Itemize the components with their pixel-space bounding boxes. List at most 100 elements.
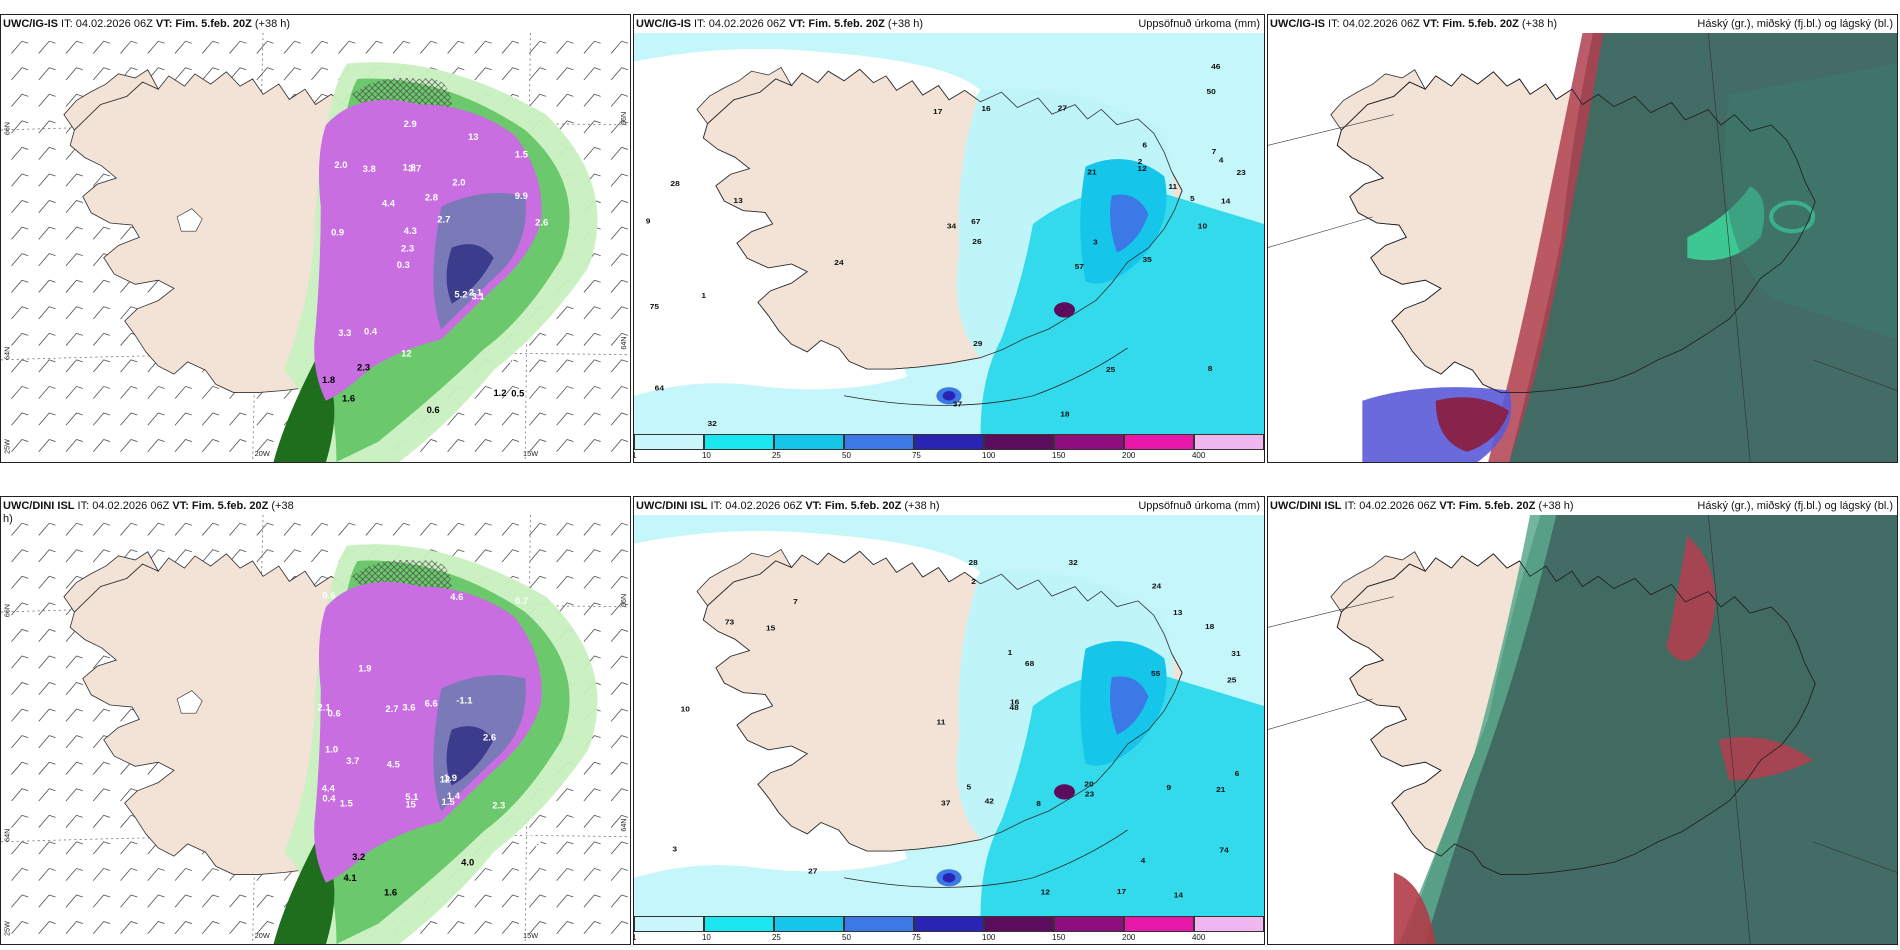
wind-barb [174, 67, 192, 81]
model-name: UWC/DINI ISL [3, 500, 75, 512]
wind-barb [92, 226, 111, 240]
wind-barb [147, 894, 165, 908]
precip-value-label: 46 [1211, 63, 1221, 72]
wind-barb [65, 279, 83, 293]
wind-barb [229, 412, 247, 426]
snow-value-label: 12 [440, 775, 450, 785]
wind-barb [120, 40, 138, 54]
wind-barb [283, 67, 301, 81]
wind-barb [92, 921, 111, 935]
wind-barb [38, 708, 56, 722]
snow-value-label: 0.4 [322, 794, 336, 804]
snow-labels: 0.5 0.9 1.5 0.3 2.0 1.6 1.9 2.8 3.3 4.4 1.8 2.3 3.7 2… [322, 119, 548, 415]
precip-value-label: 4 [1141, 856, 1146, 865]
wind-barb [92, 173, 111, 187]
wind-barb [11, 412, 29, 426]
wind-barb [120, 788, 138, 802]
model-name: UWC/IG-IS [3, 18, 58, 30]
panel-title: UWC/IG-IS IT: 04.02.2026 06Z VT: Fim. 5.… [1270, 18, 1557, 31]
wind-barb [38, 306, 56, 320]
precip-value-label: 55 [1151, 669, 1161, 678]
precip-value-label: 9 [1167, 783, 1172, 792]
wind-barb [310, 575, 329, 589]
snow-value-label: 2.3 [492, 801, 505, 811]
precip-peak-core [942, 391, 956, 401]
precip-value-label: 16 [981, 105, 991, 114]
precip-value-label: 17 [1117, 887, 1127, 896]
snow-value-label: 2.1 [469, 288, 482, 298]
wind-barb [65, 894, 83, 908]
precip-value-label: 50 [1207, 87, 1217, 96]
wind-barb [38, 522, 56, 536]
snow-value-label: 2.0 [452, 178, 465, 188]
snow-value-label: 0.7 [509, 355, 522, 365]
legend-tick-label: 150 [1052, 451, 1066, 460]
wind-barb [38, 173, 56, 187]
lat-label: 66N [2, 122, 11, 135]
wind-barb [174, 40, 192, 54]
precip-value-label: 34 [947, 222, 957, 231]
wind-barb [229, 549, 247, 563]
wind-barb [120, 439, 138, 453]
snow-dark-area [273, 359, 335, 462]
precip-value-label: 37 [941, 799, 951, 808]
wind-barb [420, 921, 438, 935]
precip-value-label: 14 [1221, 197, 1231, 206]
snow-top-area [446, 244, 494, 304]
snow-value-label: 3.6 [402, 703, 415, 713]
snow-value-label: 1.6 [384, 888, 397, 898]
lat-label-right: 66N [619, 112, 628, 125]
wind-barb [256, 921, 274, 935]
wind-barb [310, 67, 329, 81]
wind-barb [11, 200, 29, 214]
wind-barb [65, 226, 83, 240]
wind-barb [229, 439, 247, 453]
precip-value-label: 37 [953, 400, 963, 409]
wind-barb [65, 385, 83, 399]
precip-labels: 2134567891012141718212427343746505764677… [646, 63, 1247, 429]
wind-barb [610, 575, 629, 589]
snow-panel-ig: UWC/IG-IS IT: 04.02.2026 06Z VT: Fim. 5.… [0, 14, 631, 463]
wind-barb [474, 894, 492, 908]
snow-panel-dini: UWC/DINI ISL IT: 04.02.2026 06Z VT: Fim.… [0, 496, 631, 945]
wind-barb [610, 602, 629, 616]
precip-value-label: 6 [1235, 769, 1240, 778]
wind-barb [65, 708, 83, 722]
wind-barb [610, 439, 629, 453]
wind-barb [92, 279, 111, 293]
wind-barb [11, 253, 29, 267]
snow-value-label: 13 [468, 132, 478, 142]
wind-barb [120, 412, 138, 426]
precip-value-label: 32 [708, 420, 718, 429]
wind-barb [201, 522, 220, 536]
precip-value-label: 18 [1060, 410, 1070, 419]
mid-cloud-band [1399, 515, 1557, 944]
wind-barb [583, 146, 601, 160]
color-legend: 1 10 25 50 75 100 150 200 400 [634, 916, 1264, 944]
wind-barb [583, 332, 601, 346]
wind-barb [65, 200, 83, 214]
snow-value-label: 4.0 [461, 858, 474, 868]
wind-barb [583, 67, 601, 81]
snow-value-label: 0.7 [515, 596, 528, 606]
snow-value-label: 2.1 [318, 703, 331, 713]
snow-value-label: 4.4 [382, 199, 396, 209]
legend-swatch [1124, 434, 1194, 450]
wind-barb [38, 226, 56, 240]
cloud-panel-ig: UWC/IG-IS IT: 04.02.2026 06Z VT: Fim. 5.… [1267, 14, 1898, 463]
wind-barb [610, 628, 629, 642]
wind-barb [256, 40, 274, 54]
wind-barb [556, 40, 574, 54]
wind-barb [610, 93, 629, 107]
wind-barb [11, 120, 29, 134]
wind-barb [610, 173, 629, 187]
wind-barb [583, 549, 601, 563]
precip-value-label: 24 [1152, 582, 1162, 591]
wind-barb [11, 332, 29, 346]
wind-barb [174, 522, 192, 536]
wind-barb [556, 814, 574, 828]
wind-barb [201, 867, 220, 881]
wind-barb [92, 841, 111, 855]
high-cloud-area [1666, 535, 1716, 661]
wind-barb [556, 602, 574, 616]
